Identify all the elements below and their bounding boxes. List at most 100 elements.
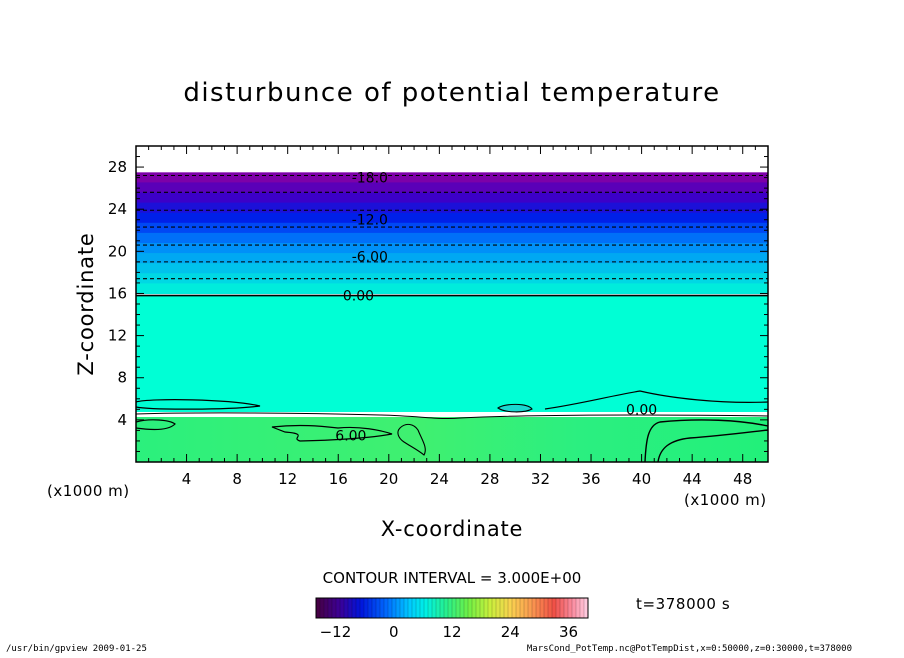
x-tick-label: 16	[329, 470, 348, 488]
colorbar-swatch	[456, 598, 461, 618]
colorbar-tick-labels: −12 0 12 24 36	[320, 623, 579, 641]
colorbar-swatch	[464, 598, 469, 618]
colorbar-swatch	[356, 598, 361, 618]
colorbar-swatch	[384, 598, 389, 618]
contour-line-lower-left	[136, 419, 176, 431]
y-tick-label: 28	[108, 158, 127, 176]
colorbar-swatch	[524, 598, 529, 618]
colorbar-swatch	[340, 598, 345, 618]
colorbar-swatch	[420, 598, 425, 618]
colorbar-swatch	[328, 598, 333, 618]
colorbar-swatch	[404, 598, 409, 618]
colorbar-swatch	[556, 598, 561, 618]
colorbar-swatch	[544, 598, 549, 618]
colorbar-swatch	[488, 598, 493, 618]
color-bands	[136, 172, 768, 295]
x-axis-label: X-coordinate	[381, 517, 524, 541]
chart-title: disturbunce of potential temperature	[183, 78, 720, 108]
colorbar-swatch	[436, 598, 441, 618]
contour-line-low-left	[136, 399, 261, 410]
colorbar-swatch	[552, 598, 557, 618]
colorbar-tick-label: 24	[501, 623, 520, 641]
y-tick-label: 4	[117, 411, 127, 429]
color-band	[136, 182, 768, 194]
x-unit-right: (x1000 m)	[684, 491, 767, 509]
colorbar-swatch	[472, 598, 477, 618]
contour-label: -18.0	[352, 171, 388, 187]
colorbar-swatch	[364, 598, 369, 618]
contour-line-blobs	[397, 423, 426, 456]
colorbar-swatch	[432, 598, 437, 618]
colorbar-swatch	[324, 598, 329, 618]
colorbar-swatch	[352, 598, 357, 618]
color-band	[136, 172, 768, 184]
contour-label: 0.00	[343, 289, 374, 305]
colorbar-swatch	[512, 598, 517, 618]
colorbar-swatch	[476, 598, 481, 618]
colorbar-swatch	[424, 598, 429, 618]
contour-line-surface	[136, 412, 768, 420]
x-tick-label: 8	[232, 470, 242, 488]
footer-right: MarsCond_PotTemp.nc@PotTempDist,x=0:5000…	[527, 644, 852, 654]
x-tick-label: 4	[182, 470, 192, 488]
y-tick-label: 24	[108, 200, 127, 218]
colorbar-swatch	[508, 598, 513, 618]
x-tick-label: 40	[632, 470, 651, 488]
plot-area: -18.0 -12.0 -6.00 0.00 0.00 6.00	[136, 146, 768, 462]
contour-label: 6.00	[335, 429, 366, 445]
color-band	[136, 222, 768, 234]
colorbar-swatch	[444, 598, 449, 618]
contour-label: -6.00	[352, 250, 388, 266]
colorbar-swatch	[392, 598, 397, 618]
colorbar-swatch	[560, 598, 565, 618]
colorbar-tick-label: −12	[320, 623, 352, 641]
colorbar-swatch	[572, 598, 577, 618]
colorbar-swatch	[396, 598, 401, 618]
color-band	[136, 232, 768, 244]
axis-ticks	[136, 146, 768, 462]
colorbar-swatch	[568, 598, 573, 618]
y-tick-label: 12	[108, 327, 127, 345]
colorbar-swatch	[412, 598, 417, 618]
lower-field-fill	[136, 417, 768, 462]
colorbar-swatch	[536, 598, 541, 618]
colorbar-swatch	[496, 598, 501, 618]
color-band	[136, 192, 768, 204]
colorbar-swatch	[368, 598, 373, 618]
colorbar-tick-label: 0	[389, 623, 399, 641]
colorbar-swatch	[316, 598, 321, 618]
color-band	[136, 202, 768, 214]
colorbar-swatch	[440, 598, 445, 618]
colorbar-tick-label: 36	[559, 623, 578, 641]
colorbar-swatch	[468, 598, 473, 618]
x-unit-left: (x1000 m)	[47, 482, 130, 500]
x-tick-label: 32	[531, 470, 550, 488]
colorbar-swatch	[448, 598, 453, 618]
y-tick-label: 20	[108, 242, 127, 260]
colorbar-swatch	[484, 598, 489, 618]
colorbar-swatch	[452, 598, 457, 618]
colorbar-swatch	[376, 598, 381, 618]
contour-line-6-loop	[271, 424, 393, 442]
colorbar-swatch	[380, 598, 385, 618]
colorbar-swatch	[416, 598, 421, 618]
colorbar-swatch	[504, 598, 509, 618]
contour-interval: CONTOUR INTERVAL = 3.000E+00	[323, 569, 582, 587]
x-tick-label: 36	[581, 470, 600, 488]
x-tick-label: 48	[733, 470, 752, 488]
colorbar-swatch	[528, 598, 533, 618]
colorbar-swatch	[564, 598, 569, 618]
colorbar-swatch	[480, 598, 485, 618]
x-tick-label: 24	[430, 470, 449, 488]
x-tick-label: 28	[480, 470, 499, 488]
color-band	[136, 263, 768, 274]
y-tick-label: 16	[108, 284, 127, 302]
colorbar-swatch	[548, 598, 553, 618]
x-tick-label: 12	[278, 470, 297, 488]
x-tick-labels: 4 8 12 16 20 24 28 32 36 40 44 48	[182, 470, 752, 488]
colorbar-swatch	[532, 598, 537, 618]
colorbar-swatch	[344, 598, 349, 618]
colorbar-swatch	[400, 598, 405, 618]
colorbar-swatch	[492, 598, 497, 618]
